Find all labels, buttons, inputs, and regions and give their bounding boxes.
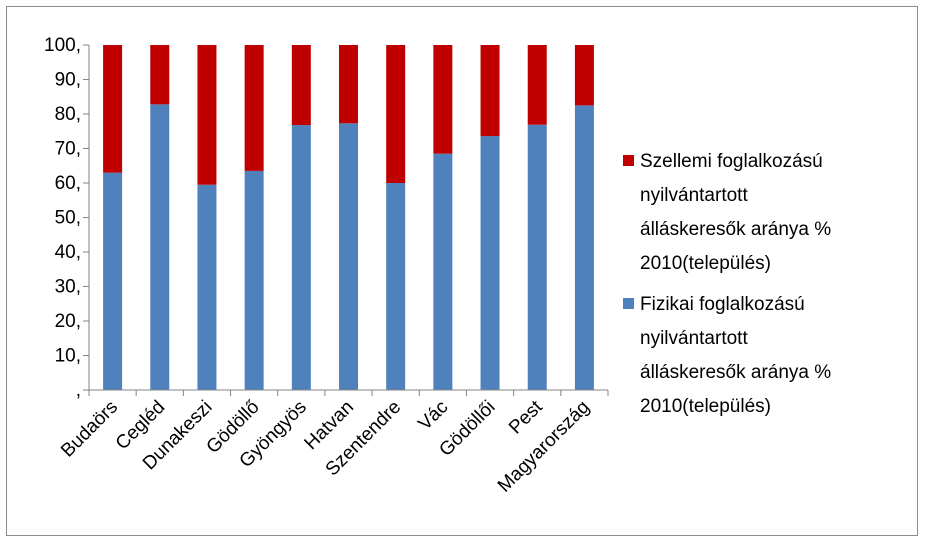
bar-fizikai-0 [103,172,123,390]
y-tick-label-0: , [76,380,81,401]
bar-szellemi-8 [480,45,500,137]
bar-szellemi-3 [244,45,264,171]
bars-group [103,45,594,391]
bar-szellemi-7 [433,45,453,154]
legend-swatch-0 [623,155,634,166]
bar-fizikai-9 [527,124,547,390]
x-tick-label-7: Vác [414,397,452,435]
legend-label-1-line-1: nyilvántartott [640,328,748,349]
y-tick-label-1: 10, [55,346,81,367]
y-tick-label-6: 60, [55,173,81,194]
y-tick-label-4: 40, [55,242,81,263]
bar-fizikai-2 [197,184,217,390]
legend-label-1-line-0: Fizikai foglalkozású [640,294,805,315]
bar-fizikai-10 [574,105,594,391]
legend-label-1-line-3: 2010(település) [640,396,771,417]
y-tick-label-8: 80, [55,104,81,125]
bar-fizikai-7 [433,153,453,390]
y-tick-label-5: 50, [55,208,81,229]
bar-szellemi-1 [150,45,170,105]
legend-label-0-line-0: Szellemi foglalkozású [640,151,823,172]
y-tick-label-9: 90, [55,70,81,91]
legend-label-1-line-2: álláskeresők aránya % [640,362,831,383]
y-tick-label-2: 20, [55,311,81,332]
bar-fizikai-1 [150,104,170,390]
bar-szellemi-10 [574,45,594,106]
bar-szellemi-5 [339,45,358,124]
y-tick-label-3: 30, [55,277,81,298]
bar-fizikai-5 [339,123,358,390]
y-tick-label-10: 100, [44,35,81,56]
legend-label-0-line-3: 2010(település) [640,253,771,274]
legend-label-0-line-2: álláskeresők aránya % [640,219,831,240]
y-tick-label-7: 70, [55,139,81,160]
x-tick-label-9: Pest [505,396,547,438]
bar-fizikai-8 [480,136,500,390]
bar-fizikai-3 [244,170,264,390]
bar-szellemi-6 [386,45,406,183]
bar-szellemi-4 [291,45,311,126]
bar-fizikai-4 [291,125,311,390]
legend-group: Szellemi foglalkozású nyilvántartott állás… [623,151,831,417]
x-tick-label-0: Budaörs [57,397,122,462]
bar-fizikai-6 [386,183,406,390]
axes-group: ,10,20,30,40,50,60,70,80,90,100,BudaörsC… [44,35,609,497]
bar-szellemi-9 [527,45,547,125]
bar-szellemi-2 [197,45,217,185]
bar-szellemi-0 [103,45,123,173]
legend-label-0-line-1: nyilvántartott [640,185,748,206]
legend-swatch-1 [623,298,634,309]
